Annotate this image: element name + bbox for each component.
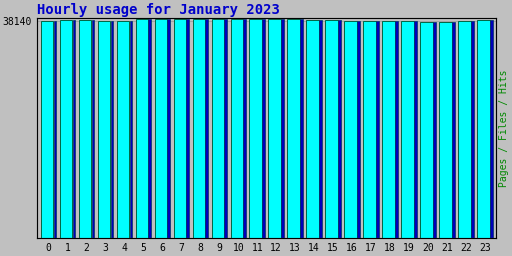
Text: Hourly usage for January 2023: Hourly usage for January 2023 <box>37 3 280 17</box>
Bar <box>471 21 474 238</box>
Bar <box>268 19 281 238</box>
Bar <box>186 19 189 238</box>
Bar <box>174 19 186 238</box>
Bar <box>59 20 72 238</box>
Bar <box>73 20 75 238</box>
Bar <box>319 20 322 238</box>
Bar <box>193 19 205 238</box>
Bar <box>92 20 94 238</box>
Bar <box>224 19 227 238</box>
Y-axis label: Pages / Files / Hits: Pages / Files / Hits <box>499 69 509 187</box>
Bar <box>452 22 455 238</box>
Bar <box>433 22 436 238</box>
Bar <box>130 21 133 238</box>
Bar <box>79 20 91 238</box>
Bar <box>301 19 303 238</box>
Bar <box>401 22 414 238</box>
Bar <box>439 22 452 238</box>
Bar <box>458 21 471 238</box>
Bar <box>230 19 243 238</box>
Bar <box>205 19 208 238</box>
Bar <box>54 20 56 238</box>
Bar <box>490 20 493 238</box>
Bar <box>136 19 148 238</box>
Bar <box>282 19 284 238</box>
Bar <box>477 20 490 238</box>
Bar <box>148 19 152 238</box>
Bar <box>263 19 265 238</box>
Bar <box>414 22 417 238</box>
Bar <box>249 19 262 238</box>
Bar <box>98 21 110 238</box>
Bar <box>338 20 341 238</box>
Bar <box>111 21 114 238</box>
Bar <box>420 22 433 238</box>
Bar <box>243 19 246 238</box>
Bar <box>167 19 170 238</box>
Bar <box>211 19 224 238</box>
Bar <box>117 21 129 238</box>
Bar <box>395 22 398 238</box>
Bar <box>326 20 338 238</box>
Bar <box>345 21 357 238</box>
Bar <box>287 19 300 238</box>
Bar <box>364 22 376 238</box>
Bar <box>357 21 360 238</box>
Bar <box>382 22 395 238</box>
Bar <box>40 20 53 238</box>
Bar <box>307 20 319 238</box>
Bar <box>376 22 379 238</box>
Bar <box>155 19 167 238</box>
